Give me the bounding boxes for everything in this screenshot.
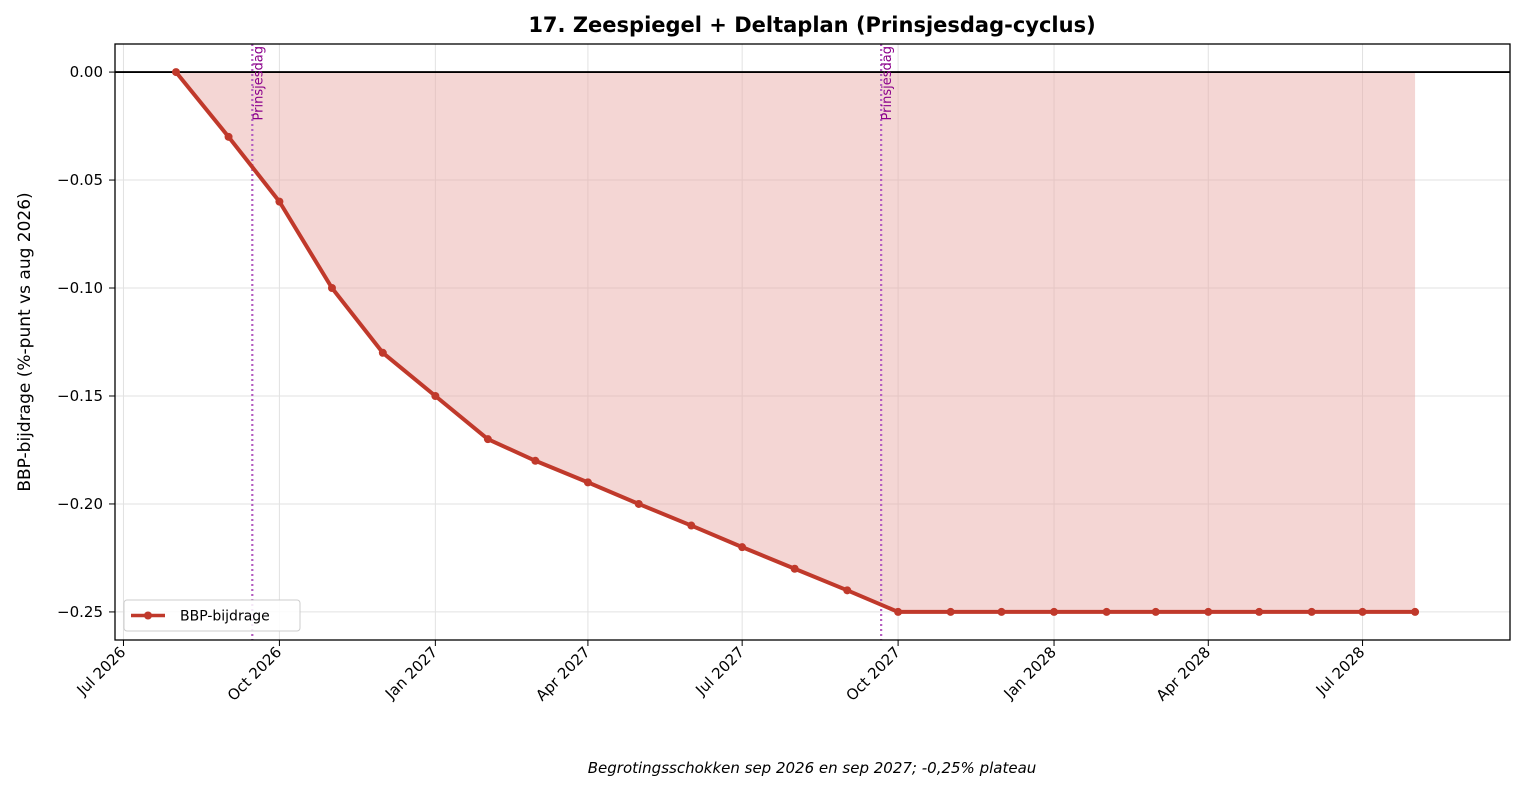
- data-point: [1204, 607, 1213, 616]
- area-fill-path: [176, 72, 1416, 612]
- data-point: [894, 607, 903, 616]
- event-markers: Prinsjesdag Prinsjesdag: [251, 44, 895, 640]
- data-point: [378, 348, 387, 357]
- data-point: [583, 478, 592, 487]
- event-label: Prinsjesdag: [880, 46, 895, 120]
- y-tick-label: −0.15: [57, 387, 103, 405]
- plot-frame: [114, 43, 1511, 641]
- data-point: [1255, 607, 1264, 616]
- data-point: [687, 521, 696, 530]
- y-tick-label: −0.20: [57, 495, 103, 513]
- data-point: [634, 499, 643, 508]
- y-tick-label: −0.10: [57, 279, 103, 297]
- data-point: [1358, 607, 1367, 616]
- data-point: [431, 391, 440, 400]
- legend: BBP-bijdrage: [123, 599, 301, 632]
- data-point: [1411, 607, 1420, 616]
- chart-caption: Begrotingsschokken sep 2026 en sep 2027;…: [588, 759, 1037, 777]
- data-point: [1050, 607, 1059, 616]
- chart-title: 17. Zeespiegel + Deltaplan (Prinsjesdag-…: [528, 13, 1095, 37]
- data-point: [997, 607, 1006, 616]
- y-axis-ticks: 0.00 −0.05 −0.10 −0.15 −0.20 −0.25: [57, 63, 115, 621]
- event-label: Prinsjesdag: [251, 46, 266, 120]
- y-axis-label: BBP-bijdrage (%-punt vs aug 2026): [15, 192, 35, 491]
- y-tick-label: −0.05: [57, 171, 103, 189]
- data-point: [1307, 607, 1316, 616]
- data-point: [483, 435, 492, 444]
- data-point: [843, 586, 852, 595]
- data-point: [1151, 607, 1160, 616]
- y-tick-label: 0.00: [70, 63, 103, 81]
- data-point: [275, 197, 284, 206]
- data-point: [1102, 607, 1111, 616]
- data-point: [531, 456, 540, 465]
- area-fill: [176, 72, 1416, 612]
- data-point: [790, 564, 799, 573]
- data-point: [738, 543, 747, 552]
- y-tick-label: −0.25: [57, 603, 103, 621]
- data-point: [946, 607, 955, 616]
- data-point: [327, 284, 336, 293]
- legend-box: [123, 599, 301, 632]
- legend-marker-swatch: [144, 611, 152, 620]
- legend-label: BBP-bijdrage: [180, 609, 270, 625]
- data-point: [172, 68, 181, 77]
- data-point: [224, 132, 233, 141]
- series-points: [172, 68, 1420, 616]
